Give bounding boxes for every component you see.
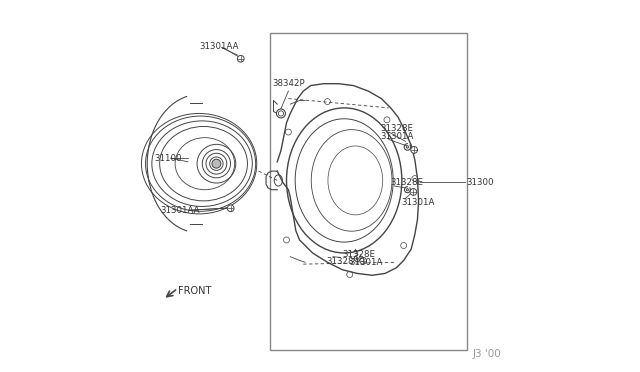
Circle shape (227, 205, 234, 212)
Text: 31328E: 31328E (342, 250, 376, 259)
Text: 31100: 31100 (154, 154, 182, 163)
Text: J3 '00: J3 '00 (472, 349, 501, 359)
Text: FRONT: FRONT (178, 286, 211, 296)
Circle shape (411, 147, 417, 153)
Text: 31301A: 31301A (401, 198, 435, 207)
Circle shape (356, 257, 358, 260)
Text: 31328E: 31328E (380, 124, 413, 133)
Text: 31301AA: 31301AA (199, 42, 239, 51)
Text: 31328E: 31328E (390, 178, 424, 187)
Text: 31301AA: 31301AA (160, 206, 200, 215)
Text: 31328: 31328 (326, 257, 354, 266)
Circle shape (410, 189, 417, 195)
Circle shape (406, 189, 408, 191)
Circle shape (237, 55, 244, 62)
Circle shape (212, 159, 221, 168)
Text: 31301A: 31301A (380, 132, 413, 141)
Circle shape (406, 146, 409, 148)
Circle shape (360, 257, 367, 264)
Bar (270, 33, 467, 350)
Text: 38342P: 38342P (273, 79, 305, 88)
Circle shape (276, 109, 285, 118)
Text: 31300: 31300 (466, 178, 493, 187)
Text: 31301A: 31301A (349, 258, 383, 267)
